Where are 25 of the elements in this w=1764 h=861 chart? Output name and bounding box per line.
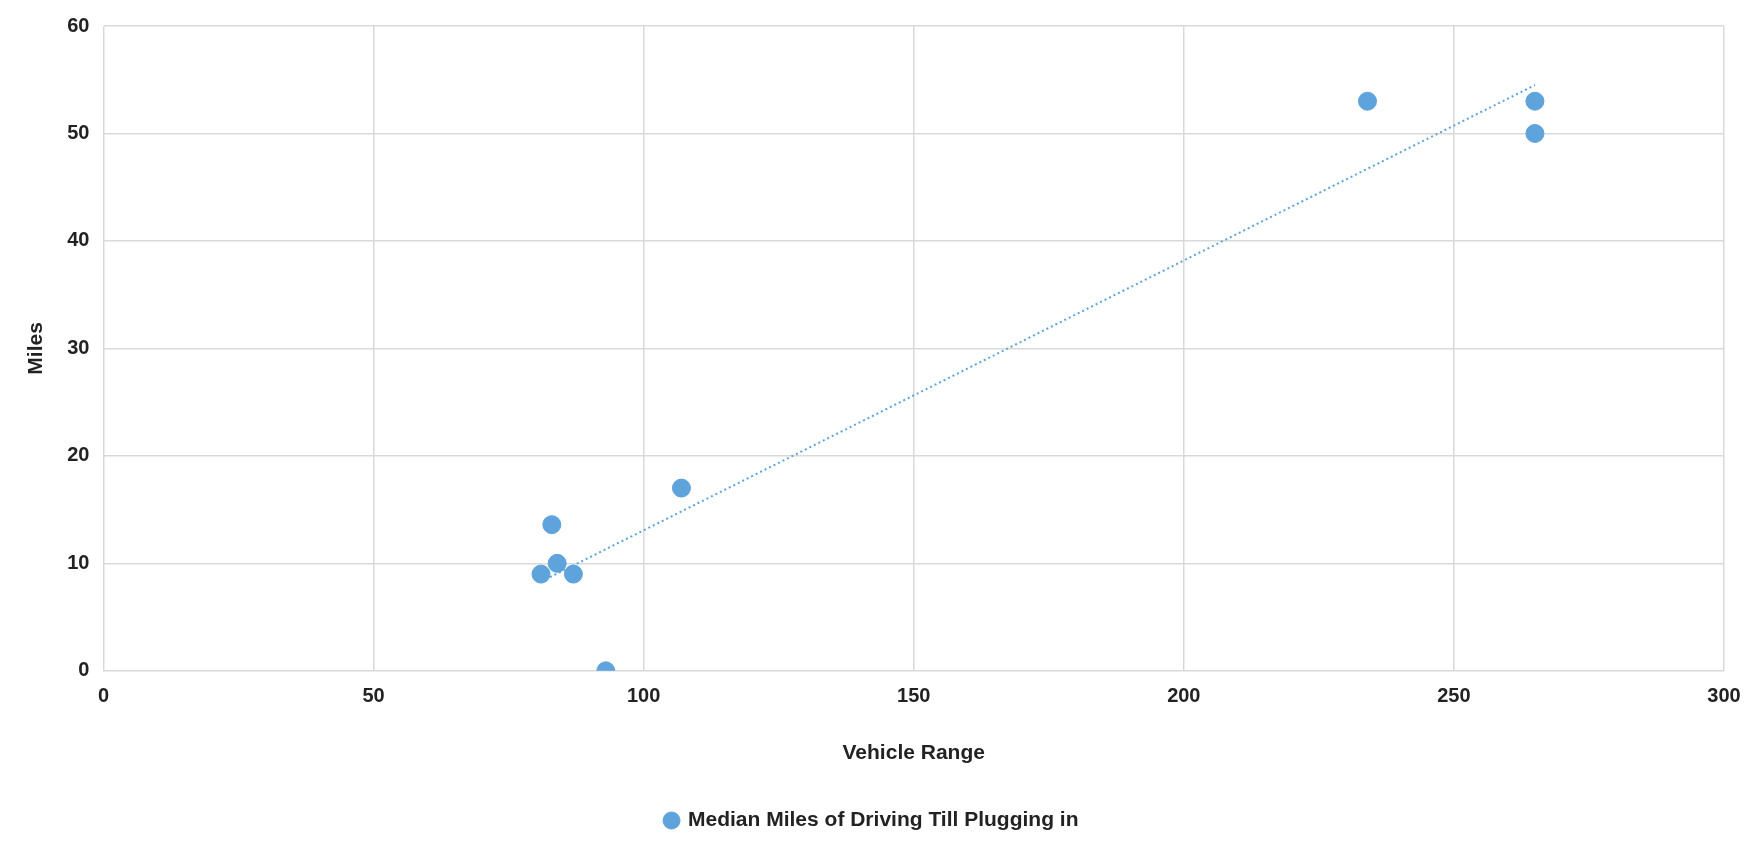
y-tick-label: 40 [67,228,90,251]
y-tick-label: 0 [78,658,90,681]
legend-label: Median Miles of Driving Till Plugging in [688,807,1079,831]
x-tick-label: 0 [97,684,110,707]
y-axis-title: Miles [23,322,47,375]
point [1525,91,1545,111]
point [671,478,691,498]
point [531,564,551,584]
point [542,515,562,535]
x-tick-label: 200 [1167,684,1201,707]
y-tick-label: 20 [67,443,90,466]
x-axis-title: Vehicle Range [842,740,985,764]
x-tick-label: 250 [1437,684,1471,707]
y-tick-label: 50 [67,120,90,143]
point [1525,123,1545,143]
y-tick-label: 30 [67,335,90,358]
x-tick-label: 300 [1707,684,1741,707]
point [563,564,583,584]
y-tick-label: 60 [67,13,90,36]
point [547,553,567,573]
x-tick-label: 50 [362,684,385,707]
x-tick-label: 100 [626,684,661,707]
point [1357,91,1377,111]
x-tick-label: 150 [897,684,931,707]
y-tick-label: 10 [67,550,90,573]
